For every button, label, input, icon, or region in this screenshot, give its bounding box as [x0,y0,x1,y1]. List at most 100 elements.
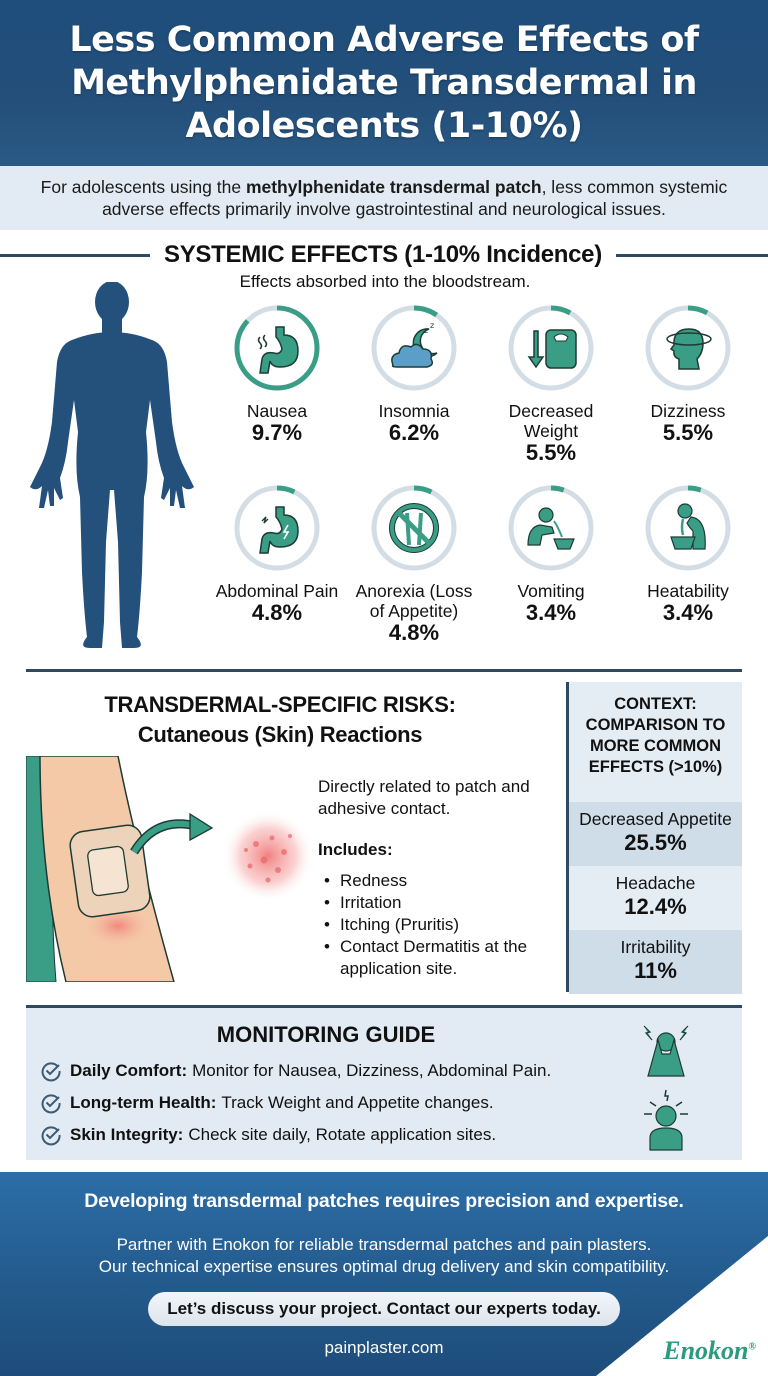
intro-bold: methylphenidate transdermal patch [245,177,542,197]
effect-name: Decreased Weight [508,401,594,441]
context-item-percent: 12.4% [624,894,687,919]
effect-name: Vomiting [517,581,585,601]
arm-patch-rash-illustration [25,755,316,983]
monitoring-item-daily-comfort: Daily Comfort: Monitor for Nausea, Dizzi… [40,1060,551,1082]
context-item-name: Headache [615,873,696,893]
svg-text:z: z [424,326,428,335]
monitoring-text: Check site daily, Rotate application sit… [188,1125,497,1144]
effect-vomiting: Vomiting 3.4% [484,483,618,625]
effect-percent: 9.7% [251,420,303,445]
monitoring-text: Monitor for Nausea, Dizziness, Abdominal… [192,1061,552,1080]
systemic-title-row: SYSTEMIC EFFECTS (1-10% Incidence) [0,238,768,272]
effect-heatability: Heatability 3.4% [621,483,755,625]
list-item: Itching (Pruritis) [324,914,554,936]
moon-cloud-sleep-icon: z z [391,321,438,368]
effect-name: Dizziness [650,401,726,421]
monitoring-item-skin-integrity: Skin Integrity: Check site daily, Rotate… [40,1124,496,1146]
title-rule-right [615,253,768,257]
monitoring-item-long-term-health: Long-term Health: Track Weight and Appet… [40,1092,494,1114]
context-item-irritability: Irritability 11% [569,930,742,994]
footer-cta-banner: Developing transdermal patches requires … [0,1172,768,1376]
effect-percent: 4.8% [388,620,440,645]
context-item-percent: 11% [634,958,677,983]
enokon-logo: Enokon® [663,1336,756,1366]
context-comparison-panel: CONTEXT: COMPARISON TO MORE COMMON EFFEC… [566,682,742,994]
check-circle-icon [41,1094,61,1114]
vomiting-person-icon [527,507,575,550]
monitoring-title: MONITORING GUIDE [216,1022,436,1047]
context-item-name: Irritability [620,937,691,957]
effect-name: Nausea [246,401,308,421]
intro-suffix: , less common systemic adverse effects p… [102,177,728,219]
weight-scale-down-icon [527,329,577,369]
retching-person-icon [670,503,706,550]
context-item-percent: 25.5% [624,830,687,855]
effect-name: Abdominal Pain [215,581,339,601]
systemic-title: SYSTEMIC EFFECTS (1-10% Incidence) [164,241,602,268]
transdermal-title-line1: TRANSDERMAL-SPECIFIC RISKS: [104,692,456,717]
effect-insomnia: z z Insomnia 6.2% [347,303,481,445]
monitoring-label: Skin Integrity: [70,1125,184,1144]
effect-dizziness: Dizziness 5.5% [621,303,755,445]
brand-name: Enokon [663,1336,749,1365]
effect-percent: 5.5% [525,440,577,465]
contact-experts-button[interactable]: Let’s discuss your project. Contact our … [148,1292,620,1326]
headache-person-icon [643,1025,689,1077]
effect-name: Heatability [647,581,729,601]
context-item-headache: Headache 12.4% [569,866,742,930]
no-food-icon [389,503,439,553]
list-item: Redness [324,870,554,892]
incidence-ring [232,303,322,393]
monitoring-label: Daily Comfort: [70,1061,188,1080]
transdermal-description: Directly related to patch and adhesive c… [318,777,530,818]
effect-abdominal-pain: Abdominal Pain 4.8% [210,483,344,625]
incidence-ring: z z [369,303,459,393]
monitoring-guide-panel: MONITORING GUIDE Daily Comfort: Monitor … [26,1005,742,1160]
header-banner: Less Common Adverse Effects of Methylphe… [0,0,768,166]
incidence-ring [643,303,733,393]
footer-text-line2: Our technical expertise ensures optimal … [98,1257,670,1276]
incidence-ring [643,483,733,573]
incidence-ring [369,483,459,573]
footer-text-line1: Partner with Enokon for reliable transde… [116,1235,652,1254]
footer-text: Partner with Enokon for reliable transde… [0,1234,768,1278]
footer-headline: Developing transdermal patches requires … [84,1190,684,1212]
human-body-silhouette-icon [22,281,202,662]
stomach-pain-icon [259,506,299,554]
skin-reactions-list: Redness Irritation Itching (Pruritis) Co… [324,870,554,980]
title-rule-left [0,253,150,257]
intro-prefix: For adolescents using the [40,177,246,197]
intro-panel: For adolescents using the methylphenidat… [0,166,768,230]
effect-anorexia: Anorexia (Loss of Appetite) 4.8% [347,483,481,645]
effect-percent: 3.4% [662,600,714,625]
effect-decreased-weight: Decreased Weight 5.5% [484,303,618,465]
incidence-ring [506,303,596,393]
list-item: Contact Dermatitis at the application si… [324,936,554,980]
check-circle-icon [41,1126,61,1146]
website-link[interactable]: painplaster.com [324,1338,444,1357]
footer-corner-shape [596,1236,768,1376]
incidence-ring [506,483,596,573]
list-item: Irritation [324,892,554,914]
monitoring-text: Track Weight and Appetite changes. [221,1093,494,1112]
stomach-nausea-icon [257,326,299,374]
svg-text:z: z [430,321,434,330]
systemic-subtitle: Effects absorbed into the bloodstream. [239,272,531,291]
effect-percent: 3.4% [525,600,577,625]
dizzy-head-icon [666,328,712,370]
stressed-person-icon [644,1089,688,1151]
effect-percent: 4.8% [251,600,303,625]
context-item-decreased-appetite: Decreased Appetite 25.5% [569,802,742,866]
monitoring-label: Long-term Health: [70,1093,217,1112]
section-divider [26,669,742,672]
transdermal-title-line2: Cutaneous (Skin) Reactions [137,722,423,747]
check-circle-icon [41,1062,61,1082]
effect-percent: 6.2% [388,420,440,445]
registered-mark: ® [748,1341,756,1353]
effect-nausea: Nausea 9.7% [210,303,344,445]
effect-name: Anorexia (Loss of Appetite) [355,581,473,621]
page-title: Less Common Adverse Effects of Methylphe… [69,19,699,146]
effect-name: Insomnia [378,401,450,421]
context-title: CONTEXT: COMPARISON TO MORE COMMON EFFEC… [585,695,726,776]
intro-text: For adolescents using the methylphenidat… [24,176,744,220]
